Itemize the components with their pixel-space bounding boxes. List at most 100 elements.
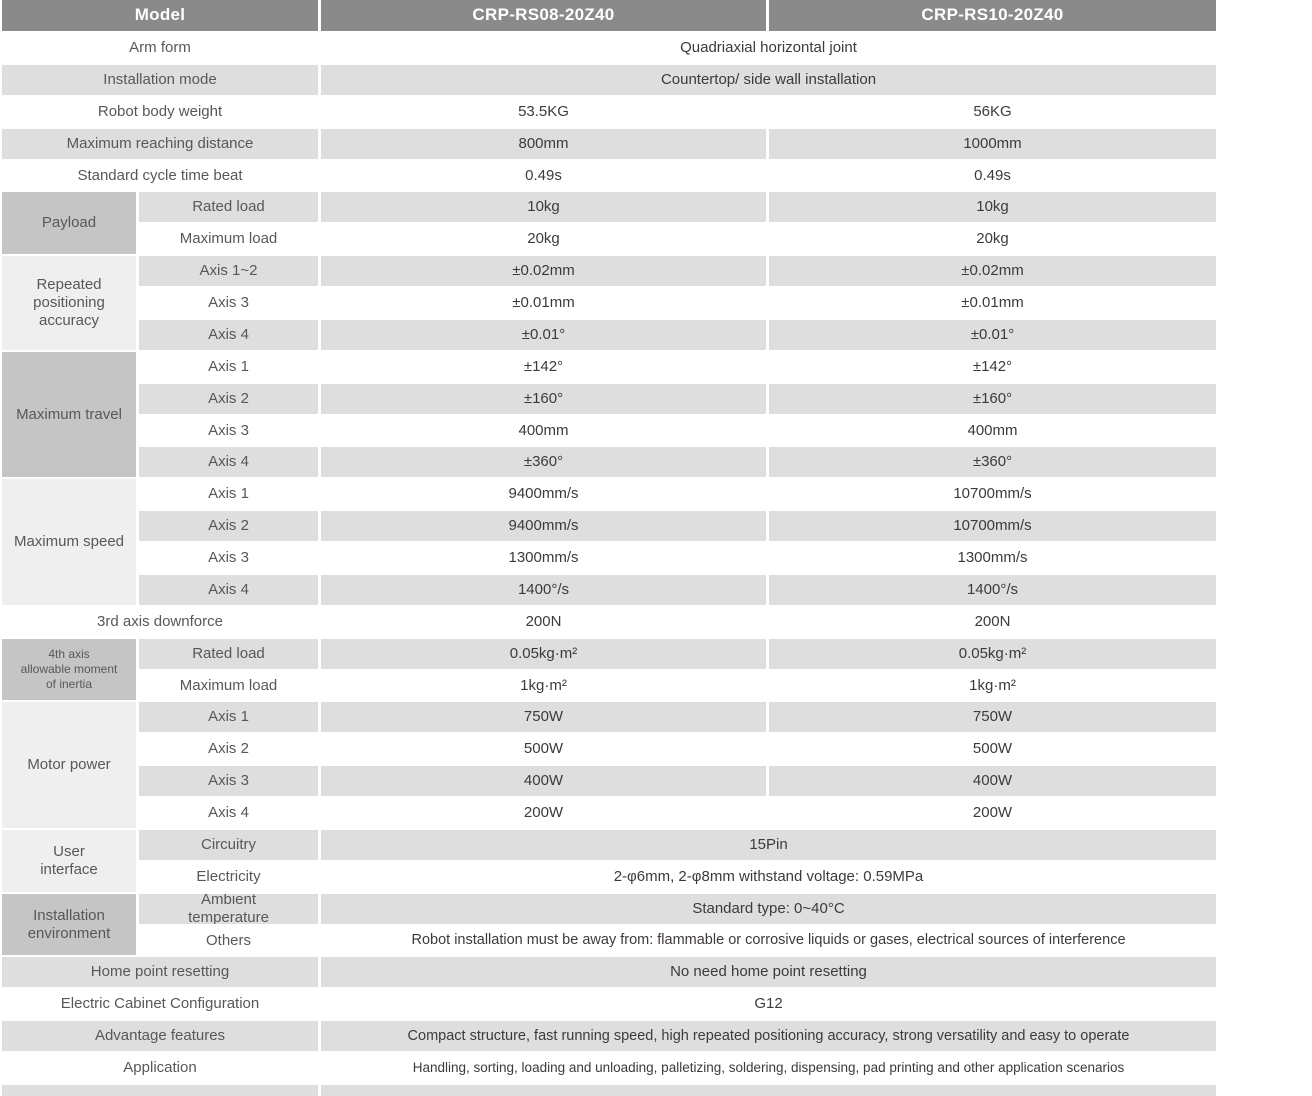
arm-form-label: Arm form [129, 39, 191, 57]
speed-axis-3-label: Axis 3 [208, 549, 249, 567]
inertia-rated-load-value-1: 0.05kg·m² [321, 638, 766, 669]
electric-cabinet-value: G12 [754, 995, 783, 1013]
accuracy-axis-3-value-2: ±0.01mm [961, 294, 1024, 312]
robot-body-weight-label: Robot body weight [97, 102, 223, 120]
ambient-temperature-value: Standard type: 0~40°C [321, 893, 1216, 924]
motor-axis-3-value-2: 400W [769, 766, 1216, 796]
home-point-resetting-label: Home point resetting [2, 957, 318, 988]
standard-cycle-time-label: Standard cycle time beat [77, 166, 243, 184]
speed-axis-2-value-2: 10700mm/s [769, 511, 1216, 541]
payload-rated-load-value-2: 10kg [769, 192, 1216, 223]
header-model-cell: Model [2, 0, 318, 31]
robot-body-weight-value-2: 56KG [973, 102, 1012, 120]
advantage-features-value: Compact structure, fast running speed, h… [321, 1021, 1216, 1051]
motor-axis-2-label: Axis 2 [208, 740, 249, 758]
speed-axis-2-value-1: 9400mm/s [321, 511, 766, 541]
motor-axis-4-label: Axis 4 [208, 804, 249, 822]
travel-axis-3-label: Axis 3 [208, 421, 249, 439]
user-interface-category: User interface [2, 829, 136, 892]
payload-category: Payload [2, 192, 136, 255]
others-value: Robot installation must be away from: fl… [411, 931, 1126, 948]
accuracy-axis-1-2-label: Axis 1~2 [139, 256, 318, 286]
speed-axis-4-value-2: 1400°/s [769, 574, 1216, 605]
speed-axis-1-value-1: 9400mm/s [508, 485, 579, 503]
motor-axis-2-value-2: 500W [972, 740, 1013, 758]
speed-axis-3-value-1: 1300mm/s [508, 549, 579, 567]
payload-maximum-load-value-1: 20kg [527, 230, 560, 248]
arm-form-value: Quadriaxial horizontal joint [680, 39, 857, 57]
electric-cabinet-label: Electric Cabinet Configuration [60, 995, 260, 1013]
travel-axis-4-value-1: ±360° [321, 447, 766, 478]
travel-axis-2-label: Axis 2 [139, 383, 318, 414]
speed-axis-2-label: Axis 2 [139, 511, 318, 541]
travel-axis-3-value-2: 400mm [967, 421, 1018, 439]
travel-axis-1-value-1: ±142° [523, 357, 564, 375]
speed-axis-1-value-2: 10700mm/s [953, 485, 1032, 503]
accuracy-axis-1-2-value-2: ±0.02mm [769, 256, 1216, 286]
travel-axis-1-label: Axis 1 [208, 357, 249, 375]
motor-axis-1-value-1: 750W [321, 702, 766, 733]
travel-axis-4-label: Axis 4 [139, 447, 318, 478]
motor-axis-1-label: Axis 1 [139, 702, 318, 733]
partial-bottom-row-value-cell [321, 1084, 1216, 1096]
max-reaching-distance-label: Maximum reaching distance [2, 128, 318, 159]
motor-power-category: Motor power [2, 702, 136, 828]
max-reaching-distance-value-2: 1000mm [769, 128, 1216, 159]
application-value: Handling, sorting, loading and unloading… [412, 1059, 1125, 1075]
travel-axis-4-value-2: ±360° [769, 447, 1216, 478]
accuracy-axis-4-label: Axis 4 [139, 319, 318, 350]
electricity-value: 2-φ6mm, 2-φ8mm withstand voltage: 0.59MP… [613, 867, 924, 885]
inertia-maximum-load-label: Maximum load [179, 676, 278, 694]
speed-axis-4-value-1: 1400°/s [321, 574, 766, 605]
others-label: Others [205, 931, 251, 949]
speed-axis-1-label: Axis 1 [208, 485, 249, 503]
home-point-resetting-value: No need home point resetting [321, 957, 1216, 988]
inertia-maximum-load-value-1: 1kg·m² [520, 676, 567, 694]
repeated-positioning-accuracy-category: Repeated positioning accuracy [2, 256, 136, 350]
inertia-rated-load-label: Rated load [139, 638, 318, 669]
motor-axis-3-label: Axis 3 [139, 766, 318, 796]
max-reaching-distance-value-1: 800mm [321, 128, 766, 159]
speed-axis-3-value-2: 1300mm/s [957, 549, 1028, 567]
standard-cycle-time-value-1: 0.49s [525, 166, 562, 184]
partial-bottom-row-label-cell [2, 1084, 318, 1096]
standard-cycle-time-value-2: 0.49s [974, 166, 1011, 184]
maximum-travel-category: Maximum travel [2, 351, 136, 478]
circuitry-value: 15Pin [321, 829, 1216, 860]
motor-axis-4-value-1: 200W [523, 804, 564, 822]
accuracy-axis-1-2-value-1: ±0.02mm [321, 256, 766, 286]
travel-axis-2-value-2: ±160° [769, 383, 1216, 414]
payload-rated-load-label: Rated load [139, 192, 318, 223]
third-axis-downforce-value-1: 200N [525, 612, 562, 630]
accuracy-axis-4-value-1: ±0.01° [321, 319, 766, 350]
robot-body-weight-value-1: 53.5KG [518, 102, 569, 120]
application-label: Application [123, 1059, 197, 1077]
travel-axis-2-value-1: ±160° [321, 383, 766, 414]
inertia-maximum-load-value-2: 1kg·m² [969, 676, 1016, 694]
circuitry-label: Circuitry [139, 829, 318, 860]
installation-environment-category: Installation environment [2, 893, 136, 956]
advantage-features-label: Advantage features [2, 1021, 318, 1051]
payload-rated-load-value-1: 10kg [321, 192, 766, 223]
motor-axis-3-value-1: 400W [321, 766, 766, 796]
fourth-axis-inertia-category: 4th axis allowable moment of inertia [2, 638, 136, 701]
ambient-temperature-label: Ambient temperature [139, 893, 318, 924]
accuracy-axis-3-label: Axis 3 [208, 294, 249, 312]
header-model-rs10: CRP-RS10-20Z40 [769, 0, 1216, 31]
installation-mode-label: Installation mode [2, 64, 318, 95]
electricity-label: Electricity [196, 867, 261, 885]
motor-axis-2-value-1: 500W [523, 740, 564, 758]
payload-maximum-load-label: Maximum load [179, 230, 278, 248]
travel-axis-3-value-1: 400mm [518, 421, 569, 439]
third-axis-downforce-label: 3rd axis downforce [97, 612, 223, 630]
motor-axis-1-value-2: 750W [769, 702, 1216, 733]
maximum-speed-category: Maximum speed [2, 479, 136, 605]
speed-axis-4-label: Axis 4 [139, 574, 318, 605]
accuracy-axis-4-value-2: ±0.01° [769, 319, 1216, 350]
accuracy-axis-3-value-1: ±0.01mm [512, 294, 575, 312]
robot-spec-table: Model CRP-RS08-20Z40 CRP-RS10-20Z40 Arm … [2, 0, 1216, 1096]
payload-maximum-load-value-2: 20kg [976, 230, 1009, 248]
third-axis-downforce-value-2: 200N [974, 612, 1011, 630]
installation-mode-value: Countertop/ side wall installation [321, 64, 1216, 95]
travel-axis-1-value-2: ±142° [972, 357, 1013, 375]
